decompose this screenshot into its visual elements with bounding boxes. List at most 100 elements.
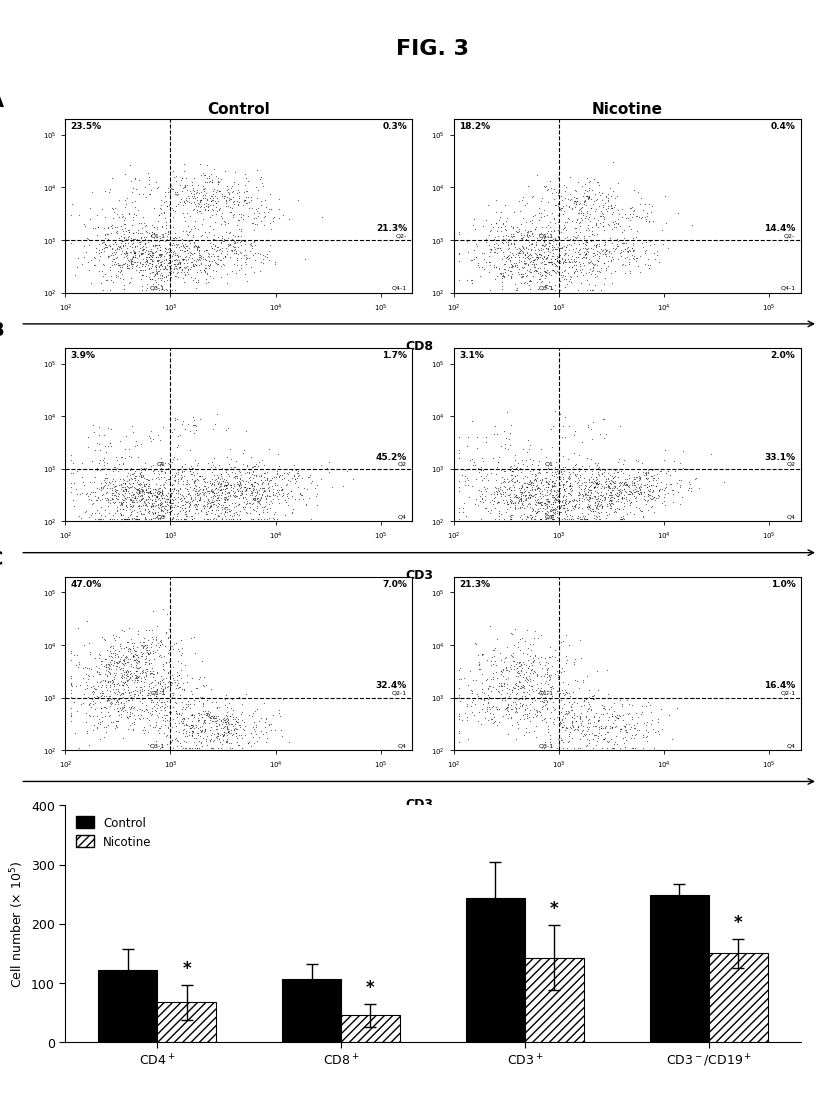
Point bbox=[510, 460, 523, 477]
Point bbox=[186, 716, 199, 734]
Point bbox=[140, 644, 153, 661]
Point bbox=[118, 664, 131, 681]
Point bbox=[243, 495, 256, 512]
Point bbox=[119, 450, 132, 467]
Point bbox=[206, 708, 219, 725]
Point bbox=[115, 685, 128, 702]
Point bbox=[470, 429, 483, 446]
Point bbox=[263, 251, 276, 269]
Point bbox=[103, 706, 116, 724]
Point bbox=[531, 456, 544, 474]
Point bbox=[164, 636, 177, 654]
Point bbox=[123, 643, 136, 660]
Point bbox=[596, 720, 609, 737]
Point bbox=[264, 722, 277, 739]
Point bbox=[194, 249, 207, 267]
Point bbox=[270, 465, 283, 483]
Point bbox=[595, 499, 608, 517]
Point bbox=[95, 486, 109, 504]
Point bbox=[552, 249, 565, 267]
Point bbox=[508, 249, 521, 267]
Point bbox=[192, 471, 205, 488]
Point bbox=[175, 680, 188, 698]
Point bbox=[190, 241, 203, 259]
Point bbox=[80, 723, 93, 740]
Point bbox=[189, 253, 202, 271]
Point bbox=[465, 682, 478, 700]
Point bbox=[180, 667, 193, 685]
Point bbox=[241, 735, 254, 753]
Point bbox=[530, 249, 543, 267]
Point bbox=[513, 679, 526, 697]
Point bbox=[550, 652, 563, 669]
Point bbox=[228, 720, 241, 737]
Point bbox=[122, 465, 135, 483]
Point bbox=[452, 690, 465, 708]
Point bbox=[611, 211, 624, 228]
Point bbox=[517, 497, 530, 514]
Point bbox=[567, 235, 580, 252]
Point bbox=[523, 241, 536, 259]
Point bbox=[151, 488, 164, 506]
Point bbox=[567, 444, 580, 462]
Point bbox=[142, 428, 155, 445]
Point bbox=[545, 501, 558, 519]
Point bbox=[620, 471, 633, 488]
Point bbox=[153, 484, 166, 501]
Point bbox=[255, 169, 268, 186]
Point bbox=[589, 499, 602, 517]
Point bbox=[541, 717, 554, 735]
Point bbox=[180, 727, 193, 745]
Point bbox=[619, 723, 632, 740]
Point bbox=[101, 672, 114, 690]
Point bbox=[501, 709, 514, 726]
Point bbox=[508, 488, 521, 506]
Point bbox=[100, 272, 113, 290]
Point bbox=[186, 178, 199, 195]
Point bbox=[127, 648, 140, 666]
Point bbox=[156, 656, 169, 674]
Point bbox=[528, 245, 541, 262]
Point bbox=[529, 708, 542, 725]
Point bbox=[238, 233, 251, 250]
Point bbox=[176, 475, 189, 493]
Point bbox=[561, 734, 574, 751]
Point bbox=[122, 641, 135, 658]
Point bbox=[273, 722, 286, 739]
Legend: Control, Nicotine: Control, Nicotine bbox=[71, 812, 156, 852]
Point bbox=[123, 157, 136, 174]
Point bbox=[584, 502, 597, 520]
Point bbox=[499, 648, 512, 666]
Point bbox=[256, 474, 269, 491]
Point bbox=[492, 677, 505, 694]
Point bbox=[556, 476, 569, 494]
Point bbox=[122, 474, 135, 491]
Point bbox=[66, 455, 79, 473]
Point bbox=[258, 479, 271, 497]
Point bbox=[150, 680, 163, 698]
Point bbox=[499, 705, 512, 723]
Point bbox=[253, 496, 266, 513]
Point bbox=[103, 679, 116, 697]
Point bbox=[259, 734, 272, 751]
Point bbox=[224, 477, 237, 495]
Point bbox=[197, 181, 210, 199]
Point bbox=[110, 692, 123, 710]
Point bbox=[166, 658, 180, 676]
Point bbox=[121, 671, 134, 689]
Point bbox=[486, 641, 499, 658]
Point bbox=[614, 509, 627, 527]
Point bbox=[163, 665, 176, 682]
Point bbox=[228, 240, 241, 258]
Point bbox=[100, 692, 113, 710]
Point bbox=[641, 464, 654, 482]
Point bbox=[203, 709, 216, 726]
Point bbox=[549, 463, 562, 480]
Point bbox=[246, 476, 259, 494]
Point bbox=[254, 212, 267, 229]
Point bbox=[144, 510, 157, 528]
Point bbox=[615, 510, 628, 528]
Point bbox=[547, 210, 560, 227]
Point bbox=[557, 482, 570, 499]
Point bbox=[189, 496, 202, 513]
